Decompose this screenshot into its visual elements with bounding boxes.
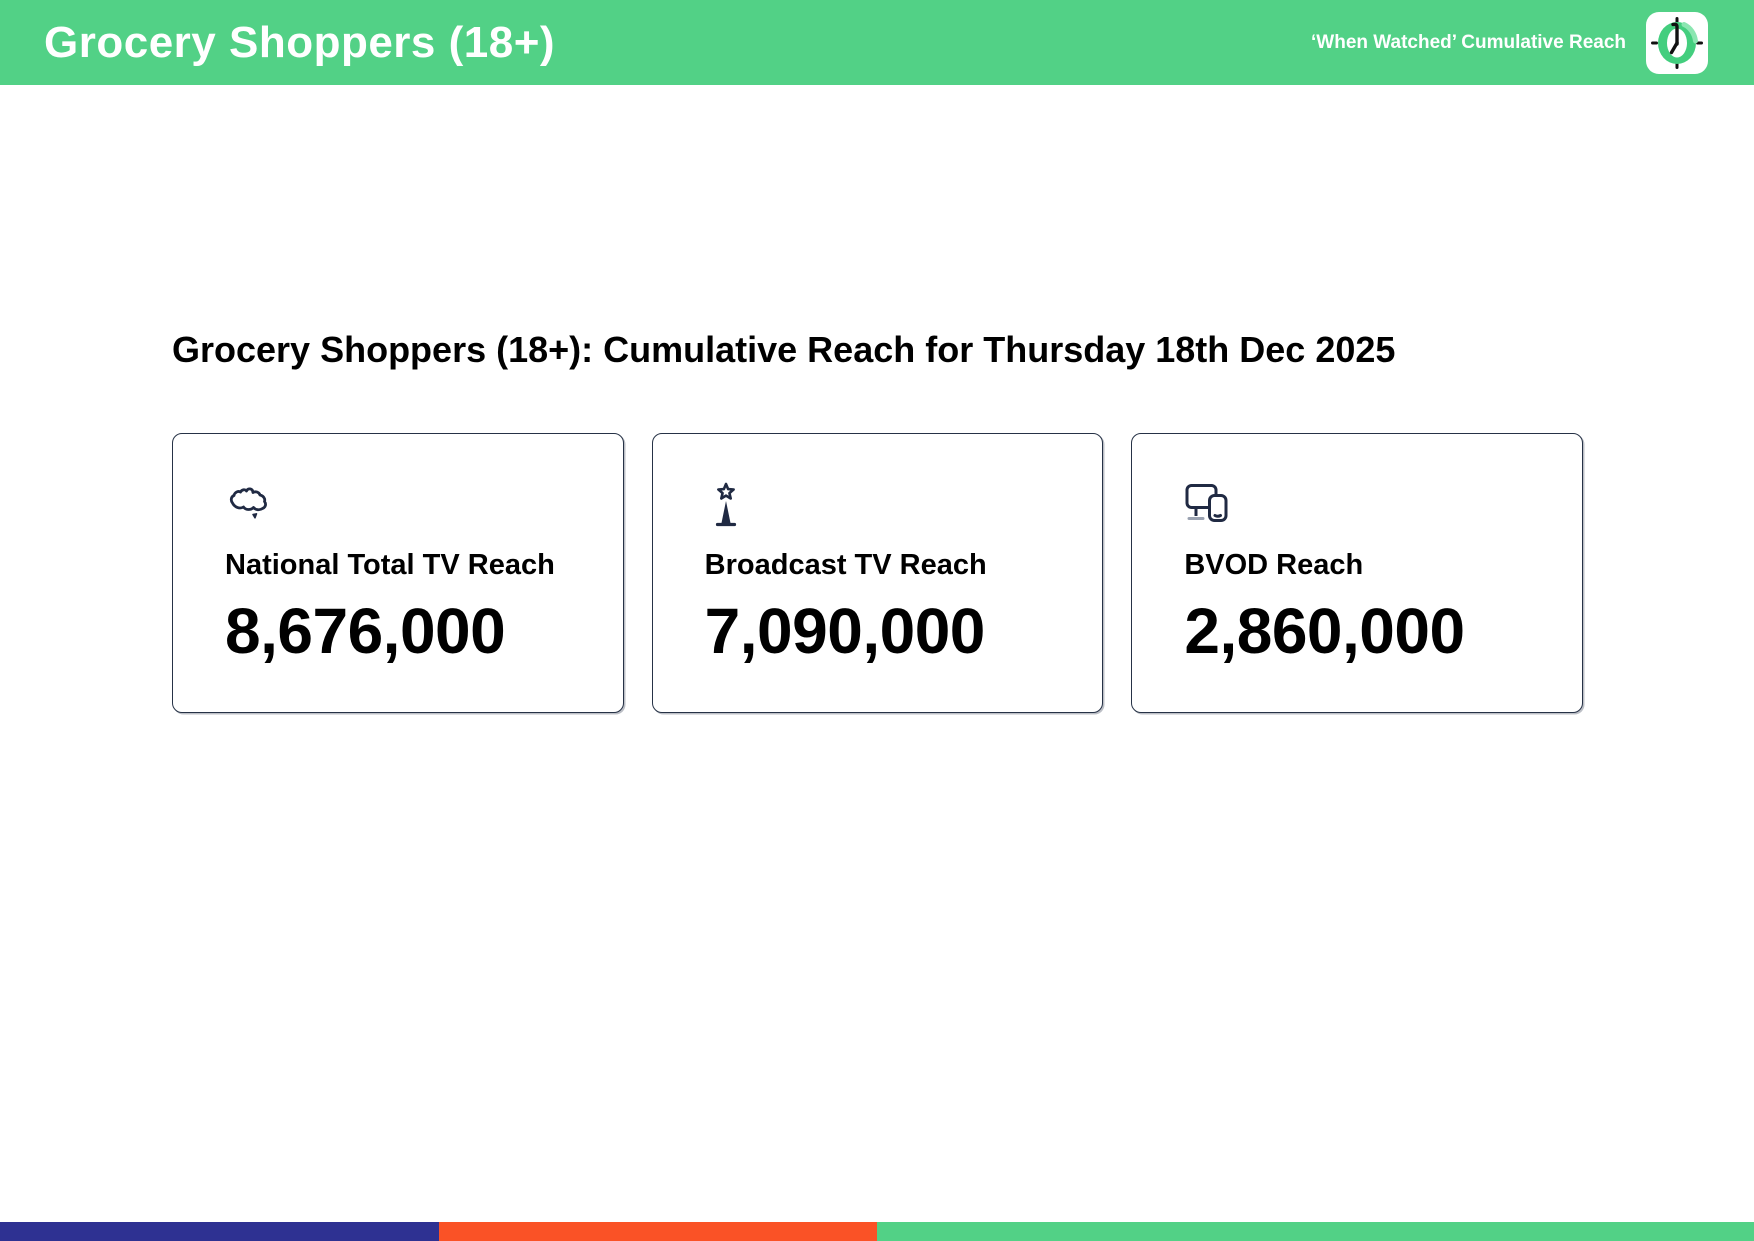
kpi-card-bvod-reach: BVOD Reach 2,860,000 (1131, 433, 1584, 714)
kpi-value: 8,676,000 (225, 594, 506, 667)
header-subtitle: ‘When Watched’ Cumulative Reach (1311, 31, 1626, 53)
australia-map-icon (225, 482, 273, 528)
kpi-label: National Total TV Reach (225, 549, 555, 582)
kpi-value: 2,860,000 (1184, 594, 1465, 667)
page-title: Grocery Shoppers (18+): Cumulative Reach… (172, 329, 1396, 370)
kpi-cards-row: National Total TV Reach 8,676,000 Broadc… (172, 433, 1584, 714)
footer-accent-bar (0, 1222, 1754, 1241)
clock-icon (1646, 11, 1708, 74)
kpi-label: BVOD Reach (1184, 549, 1364, 582)
main-content: Grocery Shoppers (18+): Cumulative Reach… (0, 328, 1754, 714)
header-right-group: ‘When Watched’ Cumulative Reach (1311, 11, 1708, 74)
header-title: Grocery Shoppers (18+) (44, 17, 556, 67)
devices-icon (1184, 482, 1232, 528)
footer-segment-blue (0, 1222, 439, 1241)
header: Grocery Shoppers (18+) ‘When Watched’ Cu… (0, 0, 1754, 85)
kpi-label: Broadcast TV Reach (704, 549, 987, 582)
broadcast-tower-icon (705, 482, 753, 528)
kpi-card-national-total-tv-reach: National Total TV Reach 8,676,000 (172, 433, 624, 714)
kpi-value: 7,090,000 (704, 594, 986, 667)
kpi-card-broadcast-tv-reach: Broadcast TV Reach 7,090,000 (651, 433, 1104, 714)
footer-segment-green (877, 1222, 1754, 1241)
footer-segment-orange (438, 1222, 877, 1241)
